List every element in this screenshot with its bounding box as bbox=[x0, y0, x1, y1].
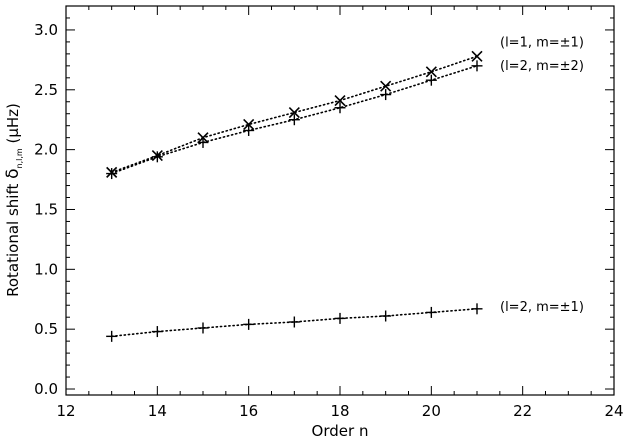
x-tick-label: 22 bbox=[513, 402, 532, 420]
x-tick-label: 12 bbox=[56, 402, 75, 420]
series-markers bbox=[106, 50, 483, 342]
y-tick-label: 2.5 bbox=[34, 81, 58, 99]
x-tick-label: 20 bbox=[422, 402, 441, 420]
series-labels: (l=1, m=±1) (l=2, m=±2) (l=2, m=±1) bbox=[500, 35, 584, 315]
y-axis-title: Rotational shift δn,l,m (μHz) bbox=[3, 103, 24, 297]
y-axis-title-unit-mu: μ bbox=[4, 128, 22, 138]
data-point bbox=[425, 306, 437, 318]
x-marker-stroke bbox=[334, 94, 346, 107]
y-axis-title-symbol: δ bbox=[3, 168, 23, 178]
y-tick-label: 3.0 bbox=[34, 21, 58, 39]
data-point bbox=[151, 151, 163, 163]
data-point bbox=[288, 114, 300, 126]
data-point bbox=[106, 168, 118, 180]
y-axis-title-unit-open: ( bbox=[4, 138, 22, 149]
x-tick-label: 14 bbox=[148, 402, 167, 420]
series-label: (l=2, m=±2) bbox=[500, 59, 584, 74]
y-tick-label: 2.0 bbox=[34, 141, 58, 159]
data-point bbox=[243, 124, 255, 136]
x-axis-title: Order n bbox=[312, 422, 369, 440]
data-point bbox=[425, 66, 437, 78]
y-axis-title-unit-rest: Hz) bbox=[4, 103, 22, 128]
x-tick-label: 24 bbox=[604, 402, 623, 420]
data-point bbox=[151, 326, 163, 338]
y-tick-label: 0.0 bbox=[34, 380, 58, 398]
data-point bbox=[288, 106, 300, 119]
data-point bbox=[380, 310, 392, 322]
data-point bbox=[334, 94, 346, 107]
series-label: (l=1, m=±1) bbox=[500, 35, 584, 50]
y-axis-title-prefix: Rotational shift bbox=[4, 179, 22, 297]
data-point bbox=[106, 330, 118, 342]
data-point bbox=[197, 136, 209, 148]
x-marker-stroke bbox=[288, 106, 300, 119]
axis-ticks: 12 14 16 18 20 22 24 0.0 0.5 1.0 1.5 2.0 2.5 3.0 bbox=[34, 6, 624, 420]
x-tick-label: 16 bbox=[239, 402, 258, 420]
data-point bbox=[471, 50, 483, 62]
data-point bbox=[380, 80, 392, 92]
data-point bbox=[243, 318, 255, 330]
x-marker-stroke bbox=[471, 50, 483, 62]
data-point bbox=[334, 102, 346, 114]
y-tick-label: 1.0 bbox=[34, 260, 58, 278]
data-point bbox=[471, 60, 483, 72]
x-marker-stroke bbox=[243, 118, 255, 131]
data-point bbox=[243, 118, 255, 131]
data-point bbox=[425, 74, 437, 86]
data-point bbox=[334, 312, 346, 324]
data-point bbox=[197, 322, 209, 334]
x-tick-label: 18 bbox=[330, 402, 349, 420]
series-label: (l=2, m=±1) bbox=[500, 300, 584, 315]
y-axis-title-subscript: n,l,m bbox=[15, 148, 24, 168]
data-point bbox=[471, 303, 483, 315]
y-tick-label: 0.5 bbox=[34, 320, 58, 338]
y-tick-label: 1.5 bbox=[34, 200, 58, 218]
x-marker-stroke bbox=[425, 66, 437, 78]
data-point bbox=[288, 316, 300, 328]
series-lines bbox=[110, 55, 478, 338]
x-marker-stroke bbox=[380, 80, 392, 92]
data-point bbox=[380, 89, 392, 101]
